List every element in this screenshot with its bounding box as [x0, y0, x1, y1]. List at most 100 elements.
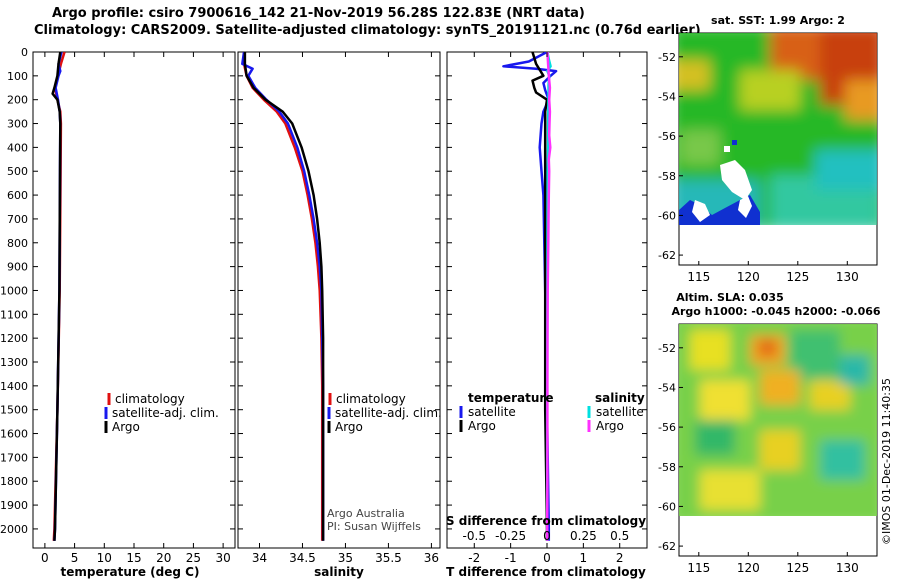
t-difference-axis-label: T difference from climatology [446, 565, 646, 579]
x-tick-label: 25 [186, 551, 201, 565]
x-axes: 0 5 10 15 20 25 30 34 34.5 35 35.5 36 -2 -1 0 1 2 -0.5 -0.… [41, 52, 629, 565]
x-tick-label: 34 [252, 551, 267, 565]
x-tick-label: 2 [616, 551, 624, 565]
map-x-tick-label: 125 [786, 270, 809, 284]
sla-map-title: Altim. SLA: 0.035 [676, 291, 783, 304]
legend-label-t-satellite: satellite [468, 405, 516, 419]
depth-tick-label: 1900 [0, 499, 28, 512]
sst-map-title: sat. SST: 1.99 Argo: 2 [711, 14, 845, 27]
map-y-tick-label: -60 [658, 209, 676, 222]
x-tick-label: 15 [126, 551, 141, 565]
map-y-tick-label: -62 [658, 249, 676, 262]
depth-tick-label: 1500 [0, 404, 28, 417]
map-x-tick-label: 125 [786, 561, 809, 575]
sst-map: 115 120 125 130 -52 -54 -56 -58 -60 -62 [658, 32, 878, 284]
x-tick-label: 0 [543, 551, 551, 565]
s-diff-tick-label: 0 [543, 529, 551, 543]
depth-tick-label: 1600 [0, 428, 28, 441]
x-tick-label: 0 [41, 551, 49, 565]
salinity-legend: climatology satellite-adj. clim. Argo Ar… [327, 392, 442, 533]
map-y-tick-label: -52 [658, 51, 676, 64]
s-difference-axis-label: S difference from climatology [446, 514, 646, 528]
depth-tick-label: 400 [7, 141, 28, 154]
map-x-tick-label: 120 [737, 561, 760, 575]
depth-tick-label: 200 [7, 94, 28, 107]
s-diff-tick-label: 0.5 [610, 529, 629, 543]
map-x-tick-label: 120 [737, 270, 760, 284]
map-y-tick-label: -52 [658, 342, 676, 355]
depth-tick-label: 800 [7, 237, 28, 250]
annotation-pi-name: PI: Susan Wijffels [327, 520, 421, 533]
legend-title-temperature: temperature [468, 391, 553, 405]
chart-title-line2: Climatology: CARS2009. Satellite-adjuste… [34, 23, 701, 38]
map-y-tick-label: -56 [658, 130, 676, 143]
map-y-tick-label: -54 [658, 381, 676, 394]
series-line-argo [51, 52, 62, 541]
depth-tick-label: 1200 [0, 332, 28, 345]
map-y-tick-label: -58 [658, 170, 676, 183]
map-y-tick-label: -58 [658, 461, 676, 474]
map-x-tick-label: 115 [687, 561, 710, 575]
x-tick-label: 20 [156, 551, 171, 565]
s-diff-tick-label: -0.25 [495, 529, 526, 543]
x-tick-label: 1 [580, 551, 588, 565]
legend-label-satellite: satellite-adj. clim. [335, 406, 442, 420]
x-tick-label: 35 [338, 551, 353, 565]
depth-tick-label: 2000 [0, 523, 28, 536]
x-tick-label: 5 [71, 551, 79, 565]
x-tick-label: 36 [424, 551, 439, 565]
depth-tick-label: 300 [7, 118, 28, 131]
depth-tick-label: 600 [7, 189, 28, 202]
legend-label-s-satellite: satellite [596, 405, 644, 419]
sla-map-subtitle: Argo h1000: -0.045 h2000: -0.066 [671, 305, 880, 318]
chart-title-line1: Argo profile: csiro 7900616_142 21-Nov-2… [52, 6, 585, 21]
depth-tick-label: 900 [7, 261, 28, 274]
map-x-tick-label: 115 [687, 270, 710, 284]
x-tick-label: 30 [215, 551, 230, 565]
temperature-axis-label: temperature (deg C) [61, 565, 200, 579]
map-x-tick-label: 130 [836, 270, 859, 284]
series-line-t-argo [531, 52, 549, 541]
salinity-axis-label: salinity [314, 565, 364, 579]
depth-axis: 0 100 200 300 400 500 600 700 800 900 1000 1100 1200… [0, 46, 647, 536]
legend-title-salinity: salinity [595, 391, 645, 405]
depth-tick-label: 0 [21, 46, 28, 59]
depth-tick-label: 100 [7, 70, 28, 83]
x-tick-label: -1 [505, 551, 517, 565]
map-y-tick-label: -62 [658, 540, 676, 553]
x-tick-label: 10 [97, 551, 112, 565]
depth-tick-label: 1100 [0, 308, 28, 321]
legend-label-climatology: climatology [336, 392, 406, 406]
difference-series-group [502, 52, 558, 541]
legend-label-argo: Argo [335, 420, 363, 434]
map-x-tick-label: 130 [836, 561, 859, 575]
legend-label-s-argo: Argo [596, 419, 624, 433]
series-line-argo [243, 52, 325, 541]
salinity-series-group [241, 52, 325, 541]
s-diff-tick-label: -0.5 [463, 529, 486, 543]
depth-tick-label: 1700 [0, 451, 28, 464]
temperature-panel-frame [32, 51, 236, 549]
depth-tick-label: 700 [7, 213, 28, 226]
legend-label-t-argo: Argo [468, 419, 496, 433]
s-diff-tick-label: 0.25 [570, 529, 597, 543]
depth-tick-label: 1800 [0, 475, 28, 488]
legend-label-satellite: satellite-adj. clim. [112, 406, 219, 420]
temperature-series-group [51, 52, 66, 541]
series-line-satellite-adj-clim- [241, 52, 325, 541]
series-line-climatology [242, 52, 324, 541]
timestamp-stamp: ©IMOS 01-Dec-2019 11:40:35 [880, 378, 893, 545]
sla-field [679, 324, 877, 516]
sst-field [679, 33, 877, 225]
annotation-argo-australia: Argo Australia [327, 507, 405, 520]
map-y-tick-label: -54 [658, 90, 676, 103]
x-tick-label: 34.5 [289, 551, 316, 565]
depth-tick-label: 1000 [0, 284, 28, 297]
depth-tick-label: 1300 [0, 356, 28, 369]
map-y-tick-label: -60 [658, 500, 676, 513]
depth-tick-label: 1400 [0, 380, 28, 393]
temperature-legend: climatology satellite-adj. clim. Argo [104, 392, 219, 434]
sla-map: 115 120 125 130 -52 -54 -56 -58 -60 -62 [658, 323, 878, 575]
x-tick-label: 35.5 [375, 551, 402, 565]
